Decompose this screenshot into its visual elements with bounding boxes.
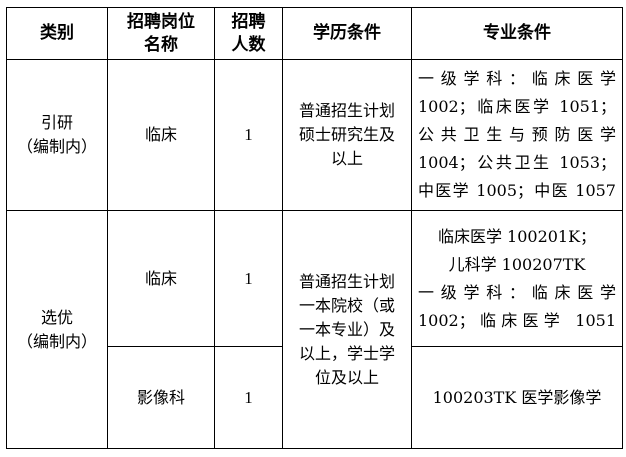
table-row: 影像科 1 100203TK 医学影像学	[7, 346, 623, 449]
recruitment-table: 类别 招聘岗位 名称 招聘 人数 学历条件 专业条件 引研 （编制内） 临床 1 普通…	[6, 7, 623, 449]
education-cell: 普通招生计划 一本院校（或 一本专业）及 以上，学士学 位及以上	[282, 210, 412, 449]
major-cell: 临床医学 100201K； 儿科学 100207TK 一级学科：临床医学 100…	[411, 210, 623, 347]
count-cell: 1	[214, 346, 283, 449]
category-line1: 引研	[40, 113, 73, 132]
education-line: 一本院校（或	[298, 295, 395, 315]
position-cell: 临床	[107, 210, 215, 347]
header-count-line2: 人数	[231, 34, 266, 55]
education-cell: 普通招生计划 硕士研究生及 以上	[282, 59, 412, 211]
education-line: 以上	[330, 149, 363, 168]
major-line: 1004；公共卫生 1053；	[418, 153, 616, 172]
major-line: 公共卫生与预防医学	[418, 125, 616, 144]
major-line: 儿科学 100207TK	[448, 254, 586, 274]
major-line: 一级学科：临床医学	[418, 282, 616, 302]
education-line: 以上，学士学	[298, 343, 395, 363]
header-row: 类别 招聘岗位 名称 招聘 人数 学历条件 专业条件	[6, 7, 623, 60]
major-cell: 一级学科：临床医学 1002；临床医学 1051； 公共卫生与预防医学 1004…	[411, 59, 623, 211]
header-position-line2: 名称	[144, 34, 178, 55]
category-cell: 引研 （编制内）	[6, 59, 108, 211]
header-count-line1: 招聘	[231, 11, 266, 32]
category-line2: （编制内）	[16, 331, 97, 351]
table-row: 引研 （编制内） 临床 1 普通招生计划 硕士研究生及 以上 一级学科：临床医学 …	[6, 59, 623, 211]
major-cell: 100203TK 医学影像学	[411, 346, 623, 449]
education-line: 普通招生计划	[298, 101, 395, 120]
major-line: 1002；临床医学 1051	[418, 310, 616, 330]
education-line: 一本专业）及	[298, 319, 395, 339]
major-line: 临床医学 100201K；	[437, 226, 597, 246]
header-major: 专业条件	[411, 7, 623, 60]
major-line: 中医学 1005；中医 1057	[418, 181, 616, 200]
major-line: 一级学科：临床医学	[418, 69, 616, 88]
table-row: 选优 （编制内） 临床 1 普通招生计划 一本院校（或 一本专业）及 以上，学士学…	[6, 210, 623, 449]
education-line: 普通招生计划	[298, 271, 395, 291]
major-line: 1002；临床医学 1051；	[418, 97, 616, 116]
position-cell: 影像科	[107, 346, 215, 449]
count-cell: 1	[214, 59, 283, 211]
count-cell: 1	[214, 210, 283, 347]
header-position: 招聘岗位 名称	[107, 7, 215, 60]
education-line: 硕士研究生及	[298, 125, 395, 144]
education-line: 位及以上	[314, 367, 379, 387]
header-category: 类别	[6, 7, 108, 60]
position-cell: 临床	[107, 59, 215, 211]
category-line1: 选优	[40, 307, 73, 327]
header-count: 招聘 人数	[214, 7, 283, 60]
category-cell: 选优 （编制内）	[6, 210, 108, 449]
category-line2: （编制内）	[16, 137, 97, 156]
header-position-line1: 招聘岗位	[127, 11, 195, 32]
header-education: 学历条件	[282, 7, 412, 60]
